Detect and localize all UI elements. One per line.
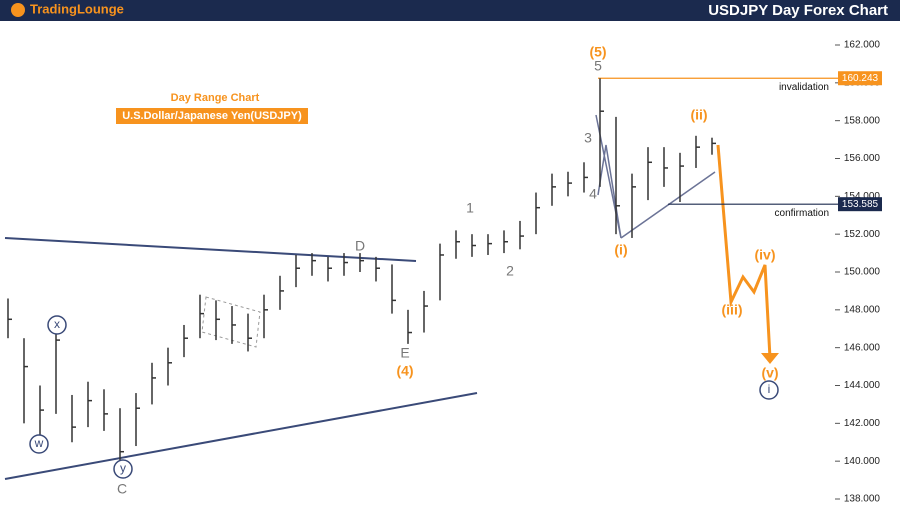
wave-label: 1 [466, 200, 474, 216]
wave-circle [113, 459, 133, 479]
chart-subtitle: Day Range Chart [171, 92, 260, 104]
wave-label: (ii) [690, 107, 707, 123]
y-tick-label: 154.000 [844, 191, 881, 202]
y-tick-label: 156.000 [844, 153, 881, 164]
y-tick-label: 146.000 [844, 342, 881, 353]
y-tick-label: 158.000 [844, 115, 881, 126]
wave-label: 2 [506, 263, 514, 279]
projection [716, 144, 772, 359]
logo: TradingLounge [30, 1, 124, 16]
wave-label: x [54, 317, 60, 331]
wave-label: (i) [614, 242, 627, 258]
wave-label: w [34, 436, 44, 450]
y-tick-label: 148.000 [844, 304, 881, 315]
wave-label: C [117, 481, 127, 497]
y-tick-label: 152.000 [844, 229, 881, 240]
level-label: confirmation [775, 208, 829, 219]
y-tick-label: 138.000 [844, 494, 881, 505]
wave-circle [47, 315, 67, 335]
wave-label: i [768, 382, 771, 396]
wave-label: (5) [589, 44, 606, 60]
range-box [201, 296, 261, 348]
wave-label: (iv) [755, 247, 776, 263]
y-tick-label: 140.000 [844, 456, 881, 467]
wave-label: E [400, 345, 409, 361]
wave-label: 4 [589, 186, 597, 202]
wave-label: 3 [584, 130, 592, 146]
level-label: invalidation [779, 82, 829, 93]
instrument: U.S.Dollar/Japanese Yen(USDJPY) [122, 110, 302, 122]
price-tag-label: 160.243 [842, 73, 879, 84]
price-tag [838, 197, 882, 212]
header-bar [0, 0, 900, 21]
wave-line [595, 114, 622, 239]
y-tick-label: 144.000 [844, 380, 881, 391]
wave-label: D [355, 238, 365, 254]
wave-circle [29, 434, 49, 454]
wave-label: (iii) [722, 302, 743, 318]
trendline [4, 392, 478, 480]
instrument-box [116, 108, 308, 124]
wave-circle [759, 380, 779, 400]
header-title: USDJPY Day Forex Chart [708, 2, 888, 19]
projection-arrow [761, 353, 779, 364]
wave-line [620, 171, 716, 239]
y-tick-label: 150.000 [844, 267, 881, 278]
wave-label: (v) [761, 365, 778, 381]
y-tick-label: 142.000 [844, 418, 881, 429]
trendline [4, 237, 417, 262]
logo-icon [11, 3, 25, 17]
y-tick-label: 162.000 [844, 40, 881, 51]
wave-label: y [120, 461, 126, 475]
wave-label: (4) [396, 363, 413, 379]
price-tag-label: 153.585 [842, 199, 879, 210]
wave-label: 5 [594, 58, 602, 74]
price-tag [838, 71, 882, 86]
